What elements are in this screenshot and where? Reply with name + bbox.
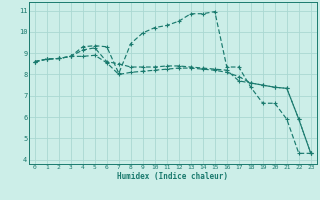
X-axis label: Humidex (Indice chaleur): Humidex (Indice chaleur) — [117, 172, 228, 181]
